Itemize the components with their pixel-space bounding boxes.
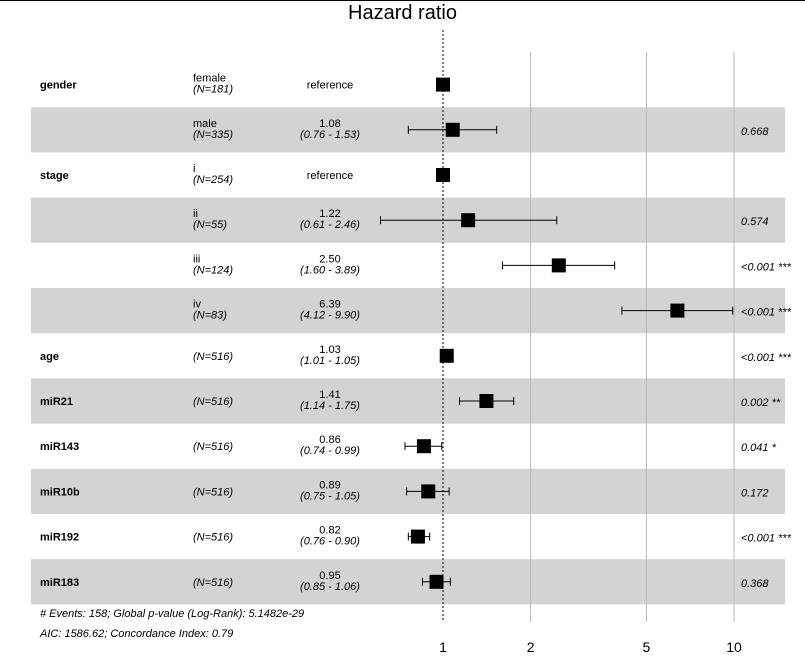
row-variable: age [40,351,59,363]
row-ci: (0.76 - 1.53) [300,129,360,141]
row-hr: 1.41 [319,389,340,401]
row-ci: (1.60 - 3.89) [300,264,360,276]
row-hr: 0.95 [319,570,340,582]
hr-marker [436,77,450,92]
row-ci: (4.12 - 9.90) [300,310,360,322]
row-p: <0.001 *** [741,533,792,545]
row-level: ii [193,208,198,220]
row-n: (N=516) [193,486,233,498]
row-p: 0.574 [741,216,769,228]
hr-marker [429,574,444,589]
x-tick-label: 2 [527,639,535,655]
hr-marker [479,394,494,408]
hr-marker [461,213,476,228]
hr-marker [410,529,425,544]
footnote-aic: AIC: 1586.62; Concordance Index: 0.79 [40,628,234,640]
x-tick-label: 5 [643,639,651,655]
hr-marker [551,258,566,273]
row-n: (N=335) [193,129,233,141]
row-p: 0.041 * [741,442,777,454]
row-level: male [193,118,217,130]
row-level: female [193,73,226,85]
row-n: (N=516) [193,351,233,363]
row-band [31,559,785,605]
row-p: 0.368 [741,578,769,590]
row-variable: miR10b [40,486,80,498]
row-variable: stage [40,170,69,182]
row-ci: (0.85 - 1.06) [300,581,360,593]
row-p: <0.001 *** [741,352,792,364]
x-tick-label: 1 [439,639,447,655]
top-border [0,0,805,1]
row-level: iii [193,253,200,265]
hr-marker [436,168,450,182]
x-tick-label: 10 [726,639,742,655]
hr-marker [416,439,431,454]
row-ci: (1.01 - 1.05) [300,355,360,367]
hr-marker [445,122,460,137]
row-hr: 0.86 [319,434,340,446]
row-ci: (1.14 - 1.75) [300,400,360,412]
row-ci: (0.74 - 0.99) [300,445,360,457]
row-n: (N=516) [193,532,233,544]
footnote-events: # Events: 158; Global p-value (Log-Rank)… [40,608,305,620]
row-n: (N=516) [193,396,233,408]
row-n: (N=516) [193,441,233,453]
row-p: 0.002 ** [741,397,781,409]
row-ci: (0.61 - 2.46) [300,219,360,231]
row-n: (N=516) [193,577,233,589]
row-ci: (0.76 - 0.90) [300,536,360,548]
row-variable: miR192 [40,532,79,544]
row-variable: gender [40,80,77,92]
row-hr: 0.89 [319,479,340,491]
row-n: (N=181) [193,84,233,96]
row-hr: 1.08 [319,118,340,130]
row-n: (N=124) [193,264,233,276]
row-p: 0.668 [741,126,769,138]
row-level: iv [193,299,201,311]
hr-marker [421,484,436,499]
row-variable: miR143 [40,441,79,453]
row-variable: miR21 [40,396,73,408]
row-hr: reference [307,80,353,92]
row-hr: 1.22 [319,208,340,220]
row-band [31,378,785,424]
row-hr: reference [307,170,353,182]
hr-marker [670,303,685,318]
hr-marker [439,348,454,363]
row-variable: miR183 [40,577,79,589]
chart-title: Hazard ratio [348,2,457,24]
row-hr: 0.82 [319,525,340,537]
row-n: (N=55) [193,219,227,231]
row-p: <0.001 *** [741,261,792,273]
row-hr: 6.39 [319,299,340,311]
row-level: i [193,163,195,175]
row-p: 0.172 [741,487,769,499]
row-hr: 1.03 [319,344,340,356]
row-n: (N=83) [193,310,227,322]
row-hr: 2.50 [319,253,340,265]
row-n: (N=254) [193,174,233,186]
row-p: <0.001 *** [741,307,792,319]
row-ci: (0.75 - 1.05) [300,490,360,502]
